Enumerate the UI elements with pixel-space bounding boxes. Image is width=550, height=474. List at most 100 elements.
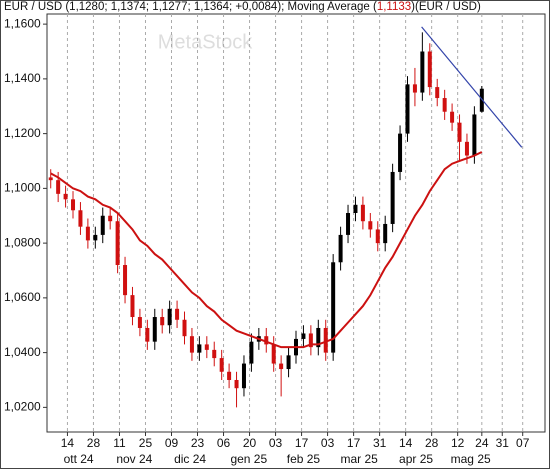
candle-body xyxy=(427,51,432,88)
x-tick-label: 31 xyxy=(496,436,510,450)
watermark: MetaStock xyxy=(158,31,253,53)
y-tick-label: 1,1400 xyxy=(4,71,41,85)
candle-body xyxy=(390,171,395,224)
candle-body xyxy=(279,363,284,370)
candle-body xyxy=(137,317,142,328)
y-tick-label: 1,0600 xyxy=(4,290,41,304)
candle-body xyxy=(375,229,380,244)
candle-body xyxy=(435,87,440,99)
x-tick-label: 28 xyxy=(425,436,439,450)
candle-body xyxy=(464,141,469,156)
x-tick-label: 07 xyxy=(516,436,530,450)
candle-body xyxy=(227,371,232,380)
trendline xyxy=(421,26,523,148)
candle-body xyxy=(63,193,68,200)
month-label: feb 25 xyxy=(287,452,321,466)
x-tick-label: 03 xyxy=(321,436,335,450)
month-label: mag 25 xyxy=(451,452,491,466)
candle-body xyxy=(353,204,358,214)
candle-body xyxy=(71,199,76,211)
candle-body xyxy=(271,344,276,364)
y-tick-label: 1,1600 xyxy=(4,16,41,30)
candle-body xyxy=(420,51,425,93)
x-tick-label: 24 xyxy=(475,436,489,450)
candle-body xyxy=(338,234,343,263)
candle-body xyxy=(130,295,135,318)
candle-body xyxy=(204,344,209,350)
candle-body xyxy=(108,215,113,222)
candle-body xyxy=(78,210,83,227)
candle-body xyxy=(56,180,61,194)
moving-average xyxy=(50,151,483,349)
candle-body xyxy=(405,84,410,134)
y-tick-label: 1,1000 xyxy=(4,181,41,195)
x-tick-label: 20 xyxy=(243,436,257,450)
candle-body xyxy=(457,122,462,142)
candle-body xyxy=(412,84,417,93)
candle-body xyxy=(472,114,477,156)
candle-body xyxy=(331,262,336,353)
title-end: )(EUR / USD) xyxy=(411,1,481,13)
candle-body xyxy=(442,98,447,112)
month-label: ott 24 xyxy=(64,452,94,466)
candle-body xyxy=(182,319,187,337)
x-tick-label: 14 xyxy=(61,436,75,450)
candle-body xyxy=(368,221,373,230)
y-tick-label: 1,0800 xyxy=(4,235,41,249)
candle-body xyxy=(115,221,120,266)
y-tick-label: 1,1200 xyxy=(4,126,41,140)
x-tick-label: 06 xyxy=(217,436,231,450)
x-tick-label: 11 xyxy=(113,436,126,450)
candle-body xyxy=(160,317,165,326)
x-tick-label: 31 xyxy=(373,436,387,450)
x-tick-label: 25 xyxy=(139,436,153,450)
candle-body xyxy=(85,226,90,241)
x-tick-label: 17 xyxy=(347,436,361,450)
month-label: nov 24 xyxy=(116,452,152,466)
y-tick-label: 1,0200 xyxy=(4,400,41,414)
candle-body xyxy=(479,88,484,112)
candle-body xyxy=(241,363,246,389)
x-tick-label: 28 xyxy=(87,436,101,450)
candle-body xyxy=(249,341,254,364)
x-tick-label: 23 xyxy=(191,436,205,450)
plot-area xyxy=(46,13,546,433)
chart-title: EUR / USD (1,1280; 1,1374; 1,1277; 1,136… xyxy=(4,1,481,13)
candle-body xyxy=(286,355,291,370)
candle-body xyxy=(48,177,53,181)
candle-body xyxy=(308,333,313,348)
month-label: dic 24 xyxy=(174,452,206,466)
x-tick-label: 17 xyxy=(295,436,309,450)
candle-body xyxy=(212,349,217,359)
title-text: EUR / USD (1,1280; 1,1374; 1,1277; 1,136… xyxy=(4,1,377,13)
month-label: apr 25 xyxy=(399,452,433,466)
ma-label: 1,1133 xyxy=(377,1,411,13)
candle-body xyxy=(152,317,157,342)
x-tick-label: 12 xyxy=(451,436,465,450)
month-label: gen 25 xyxy=(230,452,267,466)
x-tick-label: 14 xyxy=(399,436,413,450)
candle-body xyxy=(175,308,180,320)
candle-body xyxy=(316,327,321,348)
candle-body xyxy=(93,234,98,241)
candle-body xyxy=(219,358,224,372)
candle-body xyxy=(145,327,150,342)
candle-body xyxy=(197,344,202,353)
candle-body xyxy=(383,223,388,244)
x-tick-label: 09 xyxy=(165,436,179,450)
candle-body xyxy=(398,133,403,172)
candle-body xyxy=(234,379,239,389)
candle-body xyxy=(301,333,306,339)
candle-body xyxy=(360,204,365,222)
candle-body xyxy=(323,327,328,353)
month-label: mar 25 xyxy=(340,452,378,466)
x-tick-label: 03 xyxy=(269,436,283,450)
candle-body xyxy=(450,111,455,123)
y-tick-label: 1,0400 xyxy=(4,345,41,359)
candle-body xyxy=(100,215,105,235)
candle-body xyxy=(167,308,172,326)
candle-body xyxy=(264,336,269,345)
